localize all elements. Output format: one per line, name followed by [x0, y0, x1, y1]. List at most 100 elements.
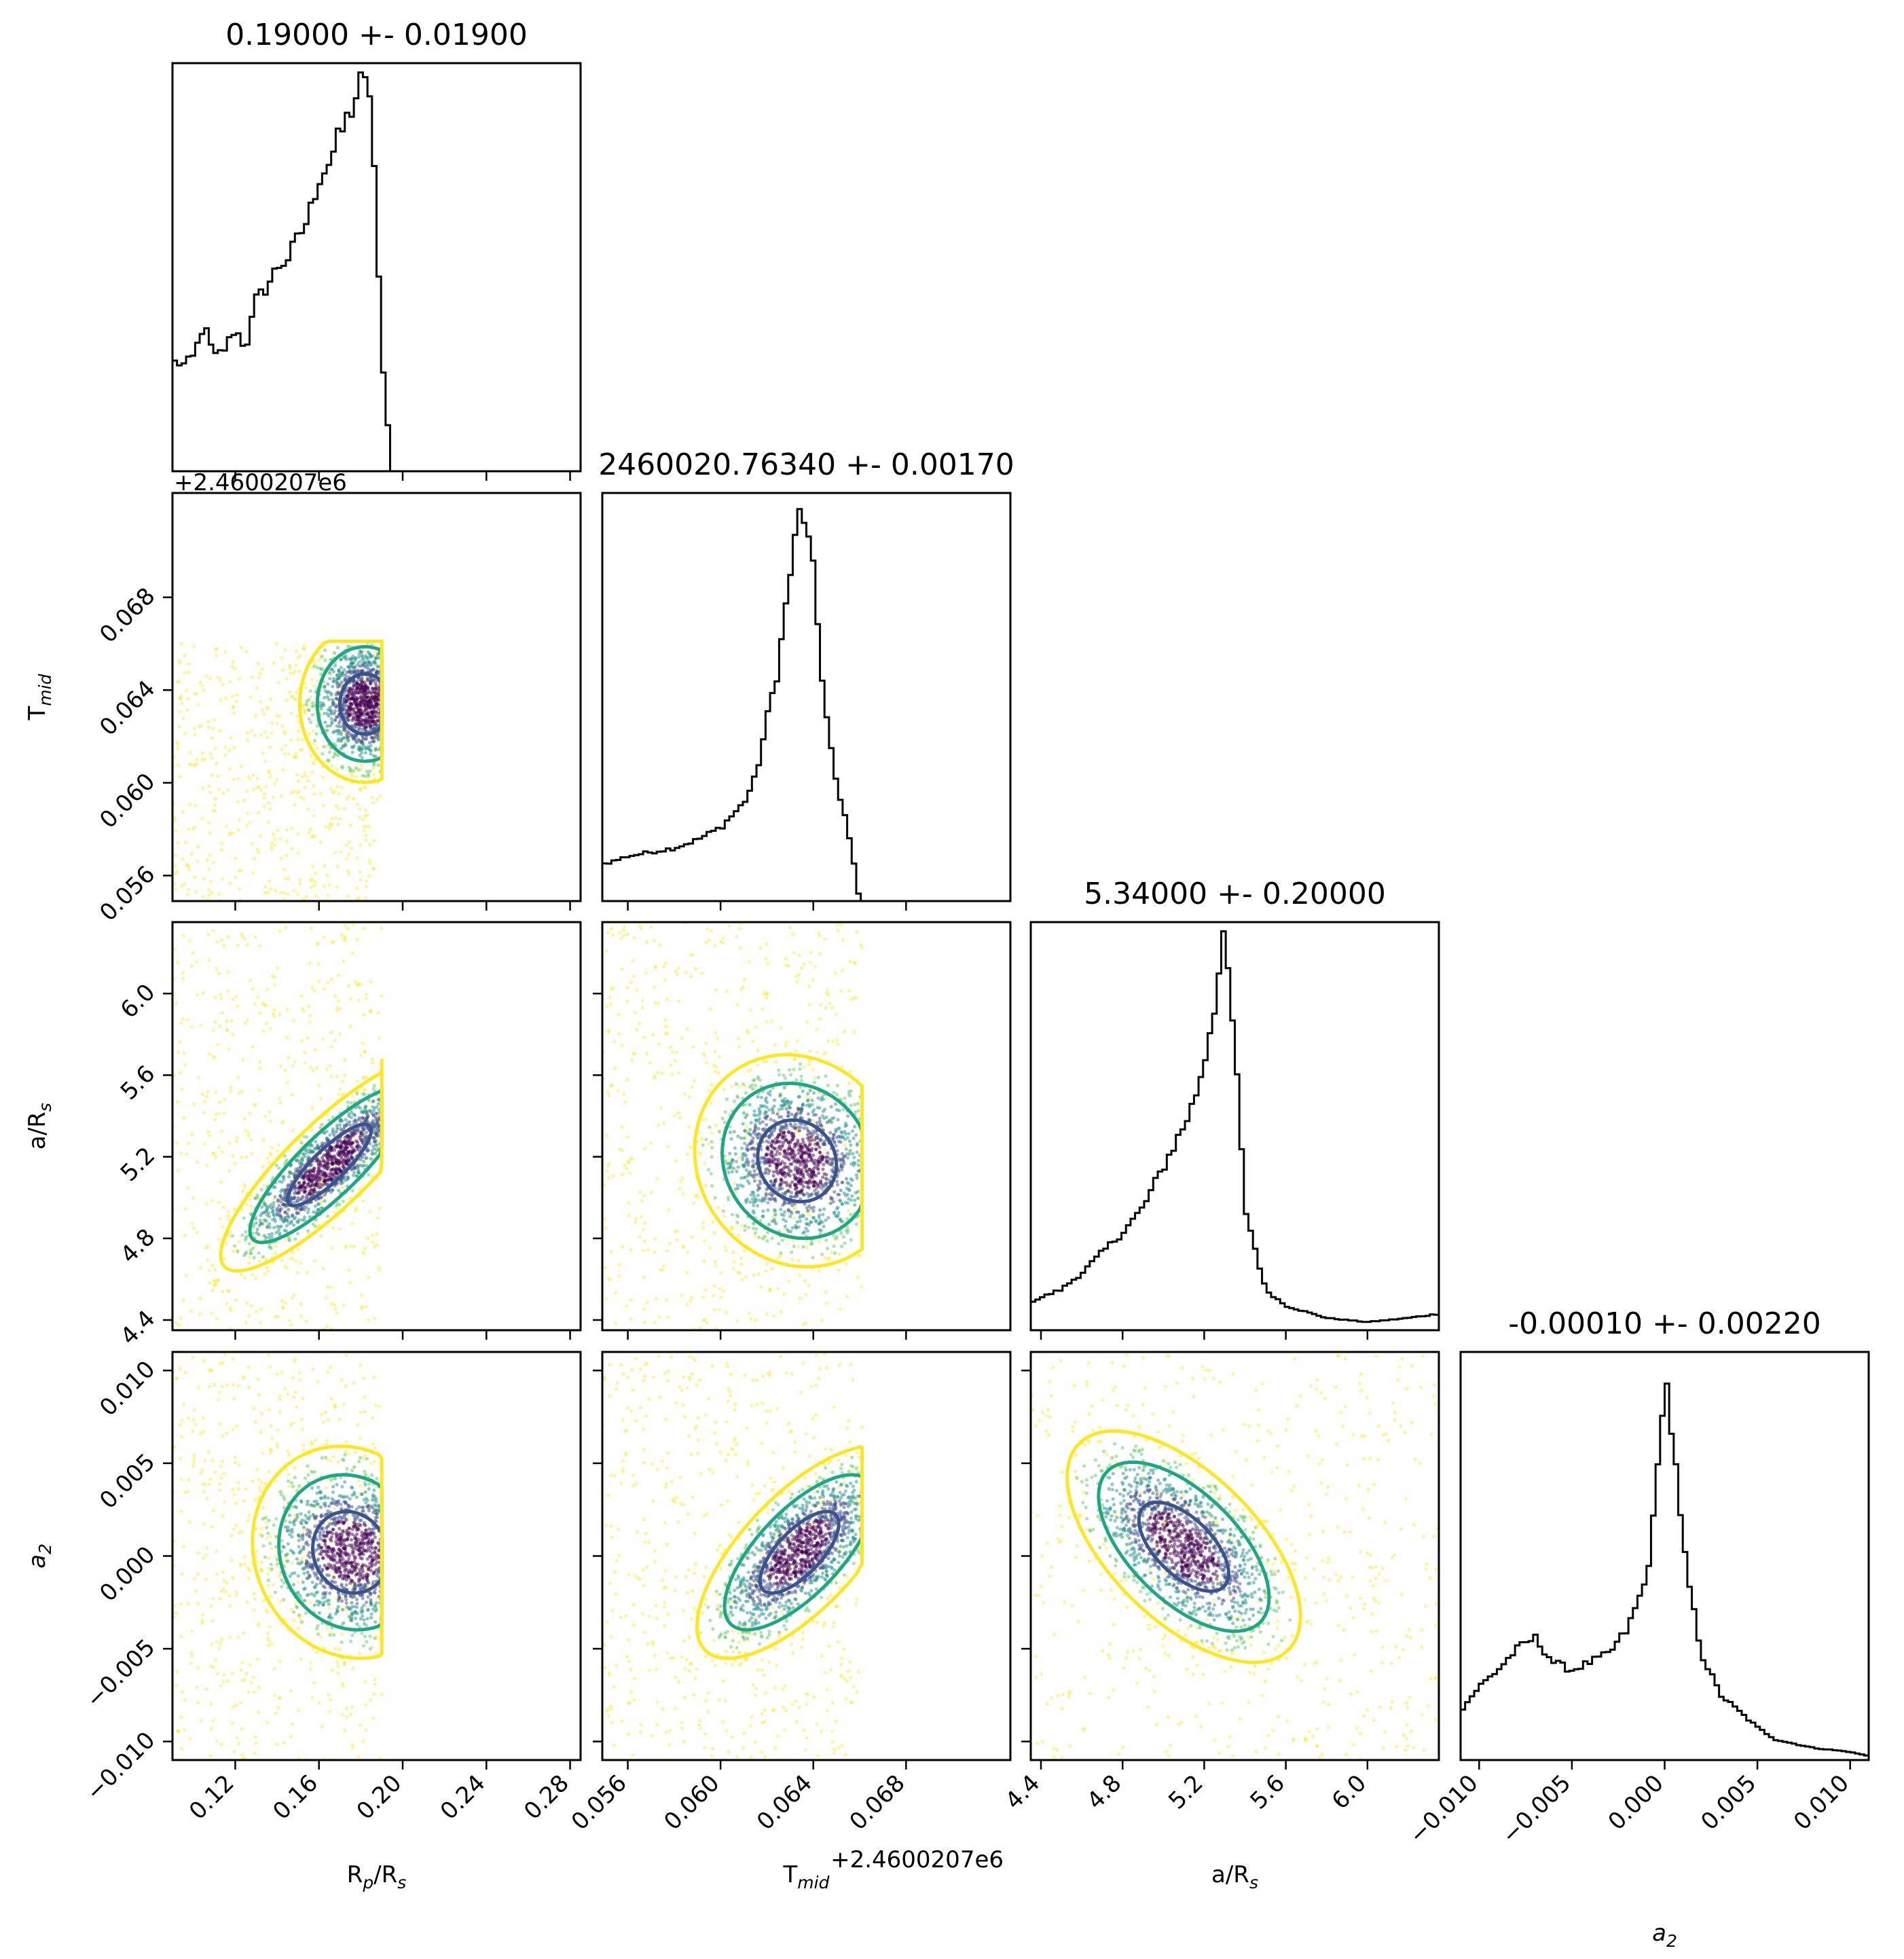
sample-point — [223, 753, 227, 757]
sample-point — [343, 1058, 347, 1062]
sample-point — [287, 752, 291, 756]
sample-point — [844, 1147, 848, 1151]
sample-point — [242, 937, 246, 941]
sample-point — [210, 736, 215, 740]
sample-point — [253, 714, 258, 718]
sample-point — [737, 1233, 741, 1237]
sample-point — [315, 724, 320, 728]
sample-point — [752, 1169, 756, 1173]
sample-point — [648, 1061, 652, 1065]
sample-point — [710, 1139, 714, 1144]
sample-point — [202, 1100, 206, 1104]
sample-point — [371, 1099, 375, 1103]
sample-point — [795, 1220, 799, 1224]
sample-point — [291, 789, 296, 794]
sample-point — [291, 1128, 295, 1133]
sample-point — [735, 1183, 739, 1188]
sample-point — [799, 1142, 803, 1146]
sample-point — [295, 714, 299, 718]
sample-point — [335, 1008, 340, 1012]
sample-point — [270, 841, 274, 845]
sample-point — [799, 1145, 803, 1149]
sample-point — [369, 703, 373, 707]
sample-point — [742, 1136, 746, 1140]
sample-point — [268, 1027, 272, 1031]
sample-point — [312, 989, 316, 993]
sample-point — [371, 1136, 376, 1140]
sample-point — [369, 719, 374, 723]
sample-point — [751, 1078, 755, 1082]
sample-point — [337, 1188, 341, 1192]
sample-point — [330, 940, 334, 945]
sample-point — [653, 1321, 657, 1325]
sample-point — [835, 1084, 839, 1088]
sample-point — [669, 1045, 673, 1050]
sample-point — [325, 1182, 329, 1186]
sample-point — [824, 1155, 828, 1159]
sample-point — [321, 1266, 325, 1271]
sample-point — [853, 1124, 857, 1129]
sample-point — [852, 996, 856, 1000]
sample-point — [178, 1040, 182, 1044]
sample-point — [850, 1129, 855, 1133]
sample-point — [198, 680, 202, 684]
sample-point — [187, 868, 191, 872]
sample-point — [805, 1217, 809, 1221]
sample-point — [313, 879, 317, 884]
sample-point — [642, 1147, 647, 1151]
sample-point — [661, 1268, 665, 1272]
sample-point — [185, 864, 189, 868]
sample-point — [189, 1025, 194, 1029]
sample-point — [264, 1021, 269, 1026]
sample-point — [674, 1050, 678, 1055]
sample-point — [353, 1165, 357, 1169]
sample-point — [207, 1268, 211, 1273]
sample-point — [352, 684, 356, 688]
sample-point — [195, 1230, 200, 1234]
sample-point — [261, 751, 266, 755]
scatter-points — [172, 922, 384, 1330]
sample-point — [217, 1201, 221, 1205]
sample-point — [349, 1101, 353, 1105]
sample-point — [350, 750, 354, 754]
sample-point — [337, 675, 342, 679]
sample-point — [244, 1155, 249, 1159]
sample-point — [216, 1278, 220, 1282]
sample-point — [343, 923, 347, 928]
sample-point — [211, 1028, 215, 1032]
sample-point — [268, 1110, 272, 1114]
sample-point — [344, 935, 348, 939]
sample-point — [741, 1154, 745, 1158]
sample-point — [215, 1042, 219, 1046]
sample-point — [713, 1050, 717, 1054]
sample-point — [188, 750, 192, 754]
sample-point — [787, 964, 791, 968]
sample-point — [335, 646, 340, 650]
sample-point — [336, 822, 340, 826]
sample-point — [712, 1308, 716, 1312]
sample-point — [192, 1102, 196, 1106]
sample-point — [325, 1162, 329, 1166]
sample-point — [370, 710, 374, 714]
sample-point — [213, 1268, 217, 1272]
sample-point — [359, 701, 364, 706]
sample-point — [816, 1105, 820, 1110]
sample-point — [752, 1179, 756, 1183]
sample-point — [649, 925, 653, 929]
sample-point — [344, 1155, 348, 1159]
sample-point — [691, 1085, 695, 1089]
sample-point — [373, 650, 378, 654]
sample-point — [375, 1232, 379, 1237]
sample-point — [302, 1050, 307, 1055]
sample-point — [371, 1233, 375, 1238]
sample-point — [187, 887, 191, 892]
sample-point — [258, 1066, 262, 1070]
sample-point — [237, 1091, 241, 1095]
sample-point — [818, 952, 822, 956]
sample-point — [621, 928, 625, 932]
sample-point — [362, 1075, 366, 1079]
sample-point — [371, 1152, 375, 1156]
sample-point — [845, 1114, 850, 1118]
sample-point — [634, 1220, 638, 1224]
sample-point — [860, 1285, 864, 1289]
